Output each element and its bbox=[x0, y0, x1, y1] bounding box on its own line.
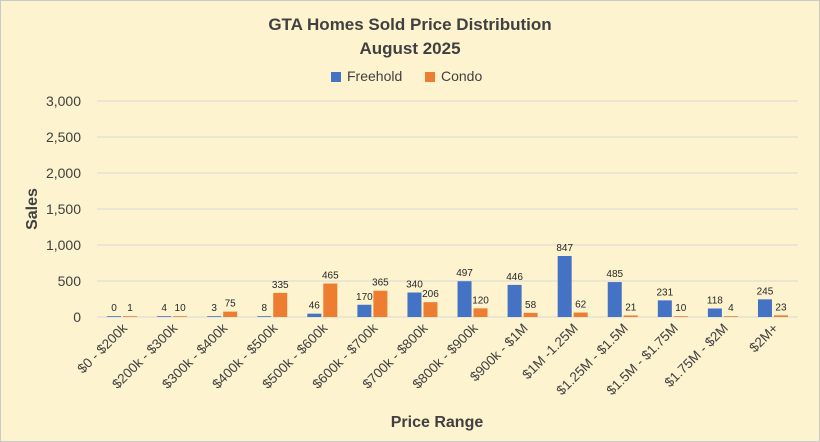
x-tick-label: $2M+ bbox=[746, 320, 781, 355]
data-label-condo: 10 bbox=[675, 303, 687, 314]
y-tick-label: 2,500 bbox=[46, 129, 81, 145]
y-tick-label: 1,000 bbox=[46, 237, 81, 253]
bar-freehold bbox=[657, 300, 672, 317]
data-label-freehold: 340 bbox=[406, 280, 423, 291]
bar-condo bbox=[723, 316, 738, 317]
bar-freehold bbox=[207, 316, 222, 317]
y-tick-label: 3,000 bbox=[46, 93, 81, 109]
y-axis-title: Sales bbox=[24, 188, 41, 230]
bar-freehold bbox=[257, 316, 272, 317]
legend-swatch-freehold bbox=[331, 72, 341, 82]
data-label-freehold: 170 bbox=[356, 292, 373, 303]
bar-freehold bbox=[457, 281, 472, 317]
data-label-freehold: 118 bbox=[707, 296, 723, 307]
bar-condo bbox=[573, 312, 588, 317]
data-label-freehold: 446 bbox=[506, 272, 523, 283]
bar-freehold bbox=[307, 313, 322, 317]
legend-label-freehold: Freehold bbox=[347, 68, 402, 84]
data-label-freehold: 0 bbox=[111, 303, 117, 314]
data-label-freehold: 847 bbox=[556, 243, 573, 254]
data-label-condo: 10 bbox=[175, 303, 187, 314]
data-label-freehold: 245 bbox=[757, 286, 774, 297]
bar-condo bbox=[173, 316, 188, 317]
bar-freehold bbox=[607, 282, 622, 317]
bar-condo bbox=[373, 290, 388, 317]
data-label-condo: 1 bbox=[127, 303, 133, 314]
data-label-condo: 120 bbox=[472, 295, 489, 306]
y-tick-label: 1,500 bbox=[46, 201, 81, 217]
data-label-condo: 62 bbox=[575, 300, 587, 311]
bar-freehold bbox=[107, 316, 122, 317]
bar-condo bbox=[673, 316, 688, 317]
data-label-freehold: 4 bbox=[161, 303, 167, 314]
data-label-condo: 21 bbox=[625, 302, 637, 313]
chart-title: GTA Homes Sold Price Distribution bbox=[268, 15, 551, 34]
bar-condo bbox=[423, 302, 438, 317]
legend: Freehold Condo bbox=[331, 68, 482, 84]
bar-freehold bbox=[557, 256, 572, 317]
data-label-freehold: 46 bbox=[309, 301, 321, 312]
data-label-condo: 365 bbox=[372, 278, 389, 289]
bar-freehold bbox=[757, 299, 772, 317]
data-label-condo: 465 bbox=[322, 271, 339, 282]
data-label-condo: 4 bbox=[728, 303, 734, 314]
bar-condo bbox=[523, 312, 538, 317]
bar-condo bbox=[123, 316, 138, 317]
data-label-condo: 75 bbox=[225, 299, 237, 310]
bar-condo bbox=[773, 315, 788, 317]
bar-freehold bbox=[707, 308, 722, 317]
bars bbox=[107, 256, 788, 317]
data-label-freehold: 3 bbox=[211, 303, 217, 314]
bar-condo bbox=[623, 315, 638, 317]
legend-swatch-condo bbox=[425, 72, 435, 82]
y-axis-ticks: 0 500 1,000 1,500 2,000 2,500 3,000 bbox=[46, 93, 81, 325]
bar-freehold bbox=[357, 304, 372, 317]
x-axis-ticks: $0 - $200k$200k - $300k$300k - $400k$400… bbox=[74, 320, 781, 398]
gridlines bbox=[97, 100, 798, 318]
data-label-condo: 58 bbox=[525, 300, 537, 311]
bar-condo bbox=[323, 283, 338, 317]
bar-condo bbox=[273, 292, 288, 317]
bar-freehold bbox=[157, 316, 172, 317]
data-label-condo: 206 bbox=[422, 289, 439, 300]
data-label-freehold: 8 bbox=[261, 303, 267, 314]
data-label-freehold: 485 bbox=[606, 269, 623, 280]
data-label-freehold: 231 bbox=[656, 287, 673, 298]
data-label-condo: 23 bbox=[775, 302, 787, 313]
chart-subtitle: August 2025 bbox=[359, 39, 460, 58]
y-tick-label: 2,000 bbox=[46, 165, 81, 181]
y-tick-label: 0 bbox=[73, 309, 81, 325]
x-axis-title: Price Range bbox=[391, 414, 484, 431]
bar-freehold bbox=[507, 284, 522, 317]
bar-condo bbox=[473, 308, 488, 317]
data-label-condo: 335 bbox=[272, 280, 289, 291]
legend-label-condo: Condo bbox=[441, 68, 482, 84]
bar-freehold bbox=[407, 292, 422, 317]
y-tick-label: 500 bbox=[58, 273, 82, 289]
bar-condo bbox=[223, 311, 238, 317]
data-label-freehold: 497 bbox=[456, 268, 473, 279]
